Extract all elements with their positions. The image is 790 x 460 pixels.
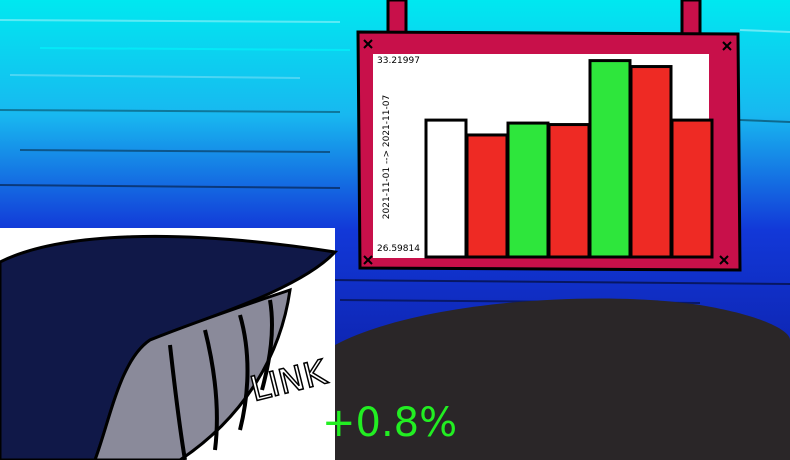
- y-axis-min-label: 26.59814: [377, 244, 420, 254]
- bar-2021-11-06: [631, 67, 671, 257]
- board-hanger-left: [388, 0, 406, 36]
- bar-2021-11-07: [672, 120, 712, 257]
- y-axis-max-label: 33.21997: [377, 56, 420, 66]
- bar-2021-11-03: [508, 123, 548, 257]
- price-change: +0.8%: [322, 400, 457, 446]
- bar-2021-11-02: [467, 135, 507, 257]
- bar-2021-11-05: [590, 61, 630, 257]
- bar-2021-11-01: [426, 120, 466, 257]
- bar-2021-11-04: [549, 125, 589, 257]
- board-hanger-right: [682, 0, 700, 36]
- date-range-label: 2021-11-01 --> 2021-11-07: [382, 95, 392, 219]
